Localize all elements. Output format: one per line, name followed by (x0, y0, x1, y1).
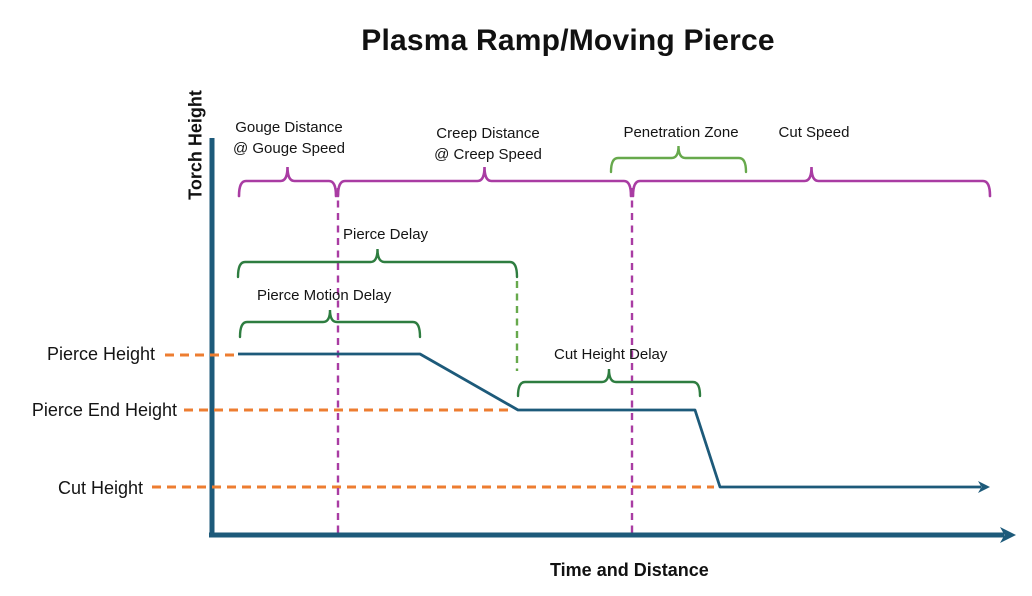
height-reference-lines (152, 353, 714, 489)
penetration-zone-label: Penetration Zone (623, 124, 739, 141)
x-axis-label: Time and Distance (550, 560, 709, 580)
y-axis-label: Torch Height (185, 90, 206, 200)
cut-height-delay-brace (516, 368, 702, 398)
phase-braces (237, 166, 992, 198)
creep-distance-label-line2: @ Creep Speed (434, 146, 542, 163)
creep-distance-brace (336, 166, 633, 198)
gouge-distance-label-line1: Gouge Distance (235, 119, 343, 136)
pierce-motion-delay-brace (238, 309, 422, 339)
phase-boundary-lines (336, 188, 634, 533)
pierce-motion-delay-label: Pierce Motion Delay (257, 287, 392, 304)
cut-speed-brace (631, 166, 992, 198)
creep-distance-label: Creep Distance @ Creep Speed (427, 123, 549, 165)
cut-speed-label: Cut Speed (778, 124, 850, 141)
creep-distance-label-line1: Creep Distance (436, 125, 540, 142)
page-title: Plasma Ramp/Moving Pierce (361, 24, 775, 57)
axes (209, 138, 1016, 543)
pierce-delay-brace (236, 248, 519, 279)
gouge-distance-label-line2: @ Gouge Speed (233, 140, 345, 157)
gouge-distance-label: Gouge Distance @ Gouge Speed (229, 117, 349, 159)
penetration-zone-brace (609, 145, 748, 174)
cut-height-delay-label: Cut Height Delay (554, 346, 668, 363)
torch-height-profile-curve (238, 352, 990, 493)
pierce-height-label: Pierce Height (46, 344, 155, 364)
gouge-distance-brace (237, 166, 338, 198)
pierce-end-height-label: Pierce End Height (31, 400, 177, 420)
delay-braces (236, 248, 702, 398)
pierce-delay-label: Pierce Delay (343, 226, 429, 243)
cut-height-label: Cut Height (57, 478, 143, 498)
